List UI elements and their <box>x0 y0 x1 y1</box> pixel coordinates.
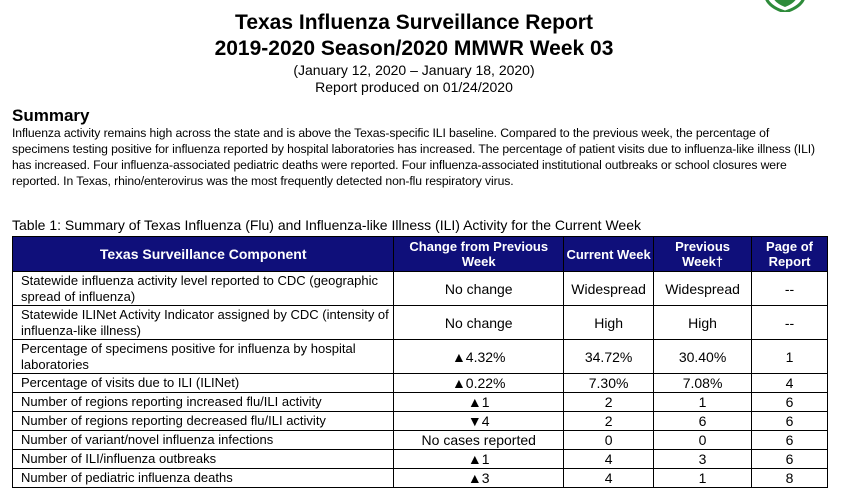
current-week-cell: 7.30% <box>563 373 655 393</box>
table-caption: Table 1: Summary of Texas Influenza (Flu… <box>12 217 641 233</box>
column-header: Page of Report <box>751 236 828 272</box>
surveillance-table: Texas Surveillance Component Change from… <box>11 236 828 488</box>
previous-week-cell: 1 <box>653 392 753 412</box>
change-cell: No change <box>393 271 565 306</box>
page-cell: 6 <box>751 392 828 412</box>
report-title: Texas Influenza Surveillance Report <box>235 11 593 34</box>
agency-logo <box>765 0 805 12</box>
page-cell: 8 <box>751 468 828 488</box>
previous-week-cell: 7.08% <box>653 373 753 393</box>
report-produced-date: Report produced on 01/24/2020 <box>315 79 513 95</box>
column-header: Current Week <box>563 236 655 272</box>
component-cell: Percentage of specimens positive for inf… <box>11 339 395 374</box>
current-week-cell: 4 <box>563 468 655 488</box>
page-cell: 6 <box>751 430 828 450</box>
current-week-cell: 2 <box>563 411 655 431</box>
column-header: Texas Surveillance Component <box>11 236 395 272</box>
change-cell: ▲3 <box>393 468 565 488</box>
current-week-cell: High <box>563 305 655 340</box>
component-cell: Statewide influenza activity level repor… <box>11 271 395 306</box>
change-cell: ▲1 <box>393 449 565 469</box>
change-cell: ▲1 <box>393 392 565 412</box>
previous-week-cell: 6 <box>653 411 753 431</box>
column-header: Previous Week† <box>653 236 753 272</box>
summary-heading: Summary <box>12 106 90 125</box>
previous-week-cell: 1 <box>653 468 753 488</box>
current-week-cell: 4 <box>563 449 655 469</box>
component-cell: Statewide ILINet Activity Indicator assi… <box>11 305 395 340</box>
report-header: Texas Influenza Surveillance Report 2019… <box>0 10 858 96</box>
current-week-cell: 0 <box>563 430 655 450</box>
report-season: 2019-2020 Season/2020 MMWR Week 03 <box>214 37 614 60</box>
component-cell: Number of pediatric influenza deaths <box>11 468 395 488</box>
current-week-cell: 2 <box>563 392 655 412</box>
table-row: Percentage of visits due to ILI (ILINet)… <box>11 373 828 393</box>
table-row: Number of pediatric influenza deaths ▲3 … <box>11 468 828 488</box>
page-cell: -- <box>751 271 828 306</box>
table-header-row: Texas Surveillance Component Change from… <box>11 236 828 272</box>
change-cell: ▲0.22% <box>393 373 565 393</box>
page-cell: 1 <box>751 339 828 374</box>
previous-week-cell: 3 <box>653 449 753 469</box>
previous-week-cell: Widespread <box>653 271 753 306</box>
report-date-range: (January 12, 2020 – January 18, 2020) <box>293 62 535 78</box>
table-row: Statewide influenza activity level repor… <box>11 271 828 306</box>
page-cell: 4 <box>751 373 828 393</box>
table-row: Number of variant/novel influenza infect… <box>11 430 828 450</box>
component-cell: Number of ILI/influenza outbreaks <box>11 449 395 469</box>
table-row: Number of ILI/influenza outbreaks ▲1 4 3… <box>11 449 828 469</box>
change-cell: ▲4.32% <box>393 339 565 374</box>
component-cell: Number of regions reporting decreased fl… <box>11 411 395 431</box>
change-cell: No change <box>393 305 565 340</box>
previous-week-cell: 0 <box>653 430 753 450</box>
page-cell: 6 <box>751 411 828 431</box>
current-week-cell: Widespread <box>563 271 655 306</box>
component-cell: Percentage of visits due to ILI (ILINet) <box>11 373 395 393</box>
column-header: Change from Previous Week <box>393 236 565 272</box>
change-cell: ▼4 <box>393 411 565 431</box>
previous-week-cell: 30.40% <box>653 339 753 374</box>
table-row: Number of regions reporting increased fl… <box>11 392 828 412</box>
component-cell: Number of variant/novel influenza infect… <box>11 430 395 450</box>
change-cell: No cases reported <box>393 430 565 450</box>
table-row: Statewide ILINet Activity Indicator assi… <box>11 305 828 340</box>
table-row: Number of regions reporting decreased fl… <box>11 411 828 431</box>
summary-text: Influenza activity remains high across t… <box>12 126 816 188</box>
table-row: Percentage of specimens positive for inf… <box>11 339 828 374</box>
component-cell: Number of regions reporting increased fl… <box>11 392 395 412</box>
current-week-cell: 34.72% <box>563 339 655 374</box>
page-cell: 6 <box>751 449 828 469</box>
page-cell: -- <box>751 305 828 340</box>
previous-week-cell: High <box>653 305 753 340</box>
